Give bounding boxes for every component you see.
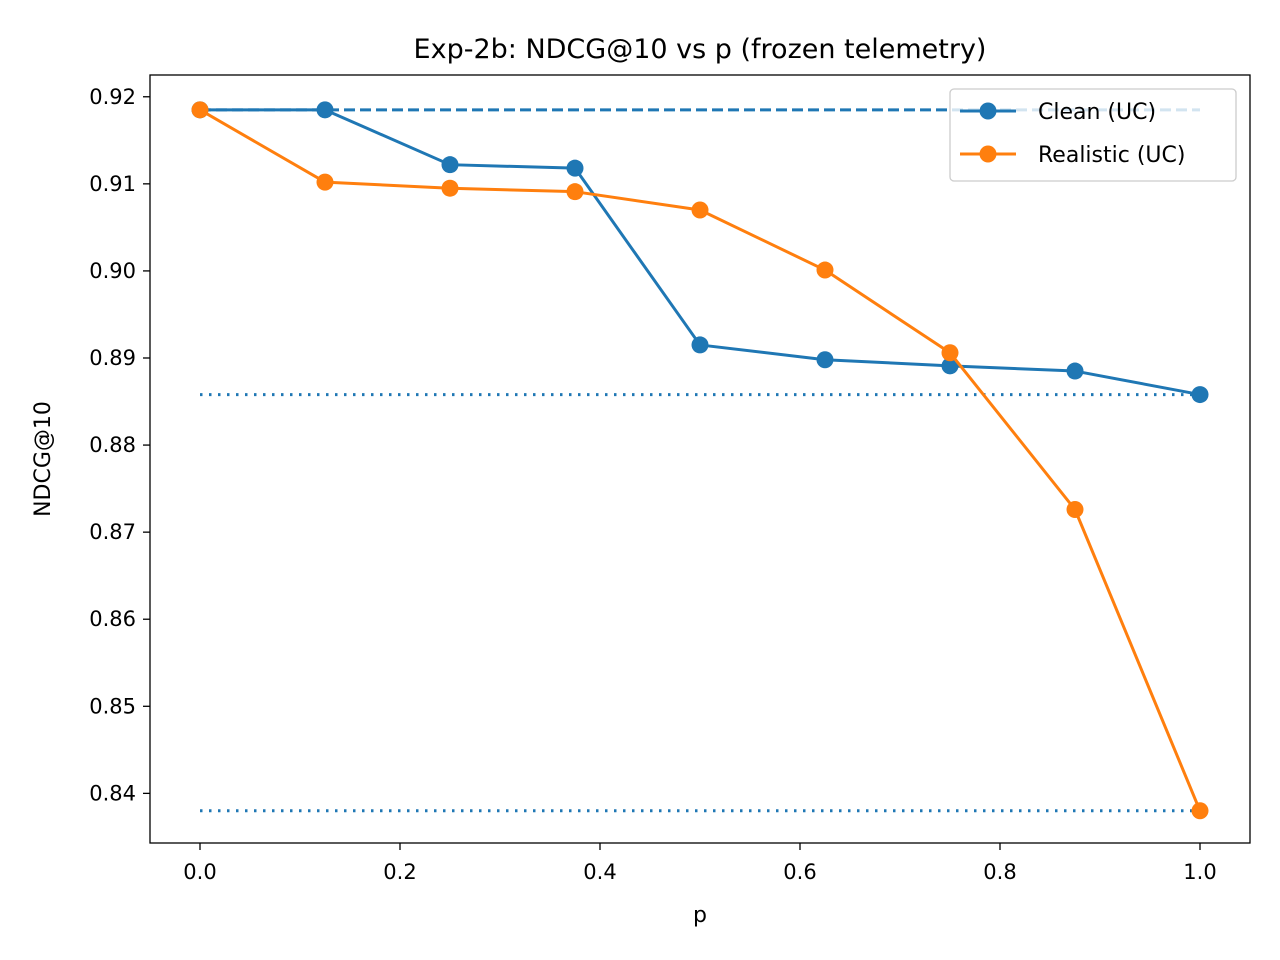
legend-label-clean: Clean (UC)	[1038, 100, 1156, 125]
data-point-clean	[941, 357, 959, 375]
y-tick-label: 0.84	[89, 781, 136, 805]
data-point-realistic	[816, 261, 834, 279]
data-point-clean	[1066, 362, 1084, 380]
data-point-realistic	[1191, 802, 1209, 820]
y-tick-label: 0.88	[89, 433, 136, 457]
plot-area	[149, 74, 1251, 844]
series-layer	[191, 101, 1209, 820]
x-tick-label: 0.0	[183, 860, 216, 884]
data-point-clean	[441, 156, 459, 174]
legend-box	[949, 88, 1237, 182]
plot-frame	[149, 74, 1251, 844]
data-point-clean	[1191, 386, 1209, 404]
data-point-clean	[566, 159, 584, 177]
y-tick-label: 0.85	[89, 694, 136, 718]
y-tick-label: 0.86	[89, 607, 136, 631]
plot-background	[150, 75, 1250, 843]
y-tick-label: 0.87	[89, 520, 136, 544]
x-tick-label: 0.2	[383, 860, 416, 884]
y-axis-label: NDCG@10	[31, 401, 56, 517]
data-point-realistic	[941, 344, 959, 362]
x-axis-label: p	[693, 903, 707, 928]
data-point-realistic	[441, 179, 459, 197]
x-tick-label: 0.6	[783, 860, 816, 884]
data-point-realistic	[691, 201, 709, 219]
legend-marker-clean	[979, 102, 997, 120]
y-axis: 0.84 0.85 0.86 0.87 0.88 0.89 0.90 0.91 0.92	[89, 85, 150, 805]
data-point-clean	[316, 101, 334, 119]
data-point-realistic	[566, 183, 584, 201]
y-tick-label: 0.92	[89, 85, 136, 109]
legend-marker-realistic	[979, 145, 997, 163]
data-point-clean	[816, 351, 834, 369]
data-point-realistic	[1066, 501, 1084, 519]
x-tick-label: 1.0	[1183, 860, 1216, 884]
x-tick-label: 0.8	[983, 860, 1016, 884]
legend-label-realistic: Realistic (UC)	[1038, 143, 1185, 168]
y-tick-label: 0.91	[89, 172, 136, 196]
y-tick-label: 0.89	[89, 346, 136, 370]
legend: Clean (UC) Realistic (UC)	[949, 88, 1237, 182]
x-tick-label: 0.4	[583, 860, 616, 884]
data-point-realistic	[191, 101, 209, 119]
y-tick-label: 0.90	[89, 259, 136, 283]
data-point-realistic	[316, 173, 334, 191]
data-point-clean	[691, 336, 709, 354]
chart-title: Exp-2b: NDCG@10 vs p (frozen telemetry)	[414, 34, 987, 65]
x-axis: 0.0 0.2 0.4 0.6 0.8 1.0	[183, 843, 1217, 884]
